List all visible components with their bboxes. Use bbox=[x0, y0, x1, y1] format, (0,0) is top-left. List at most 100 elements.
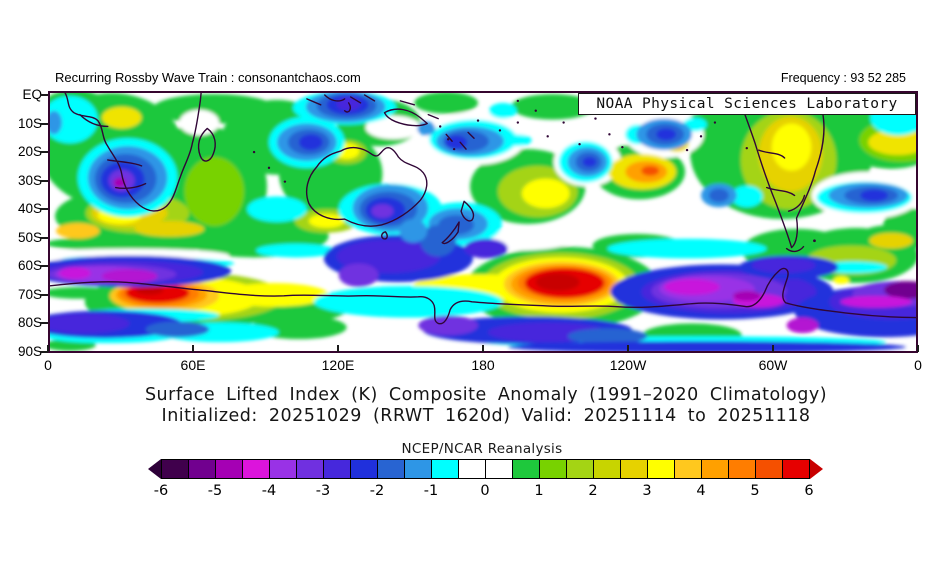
lat-tick bbox=[40, 322, 48, 325]
colorbar-cell bbox=[620, 459, 648, 479]
colorbar-cell bbox=[728, 459, 756, 479]
antarctica-coastline bbox=[50, 267, 916, 325]
noaa-psl-watermark-label: NOAA Physical Sciences Laboratory bbox=[596, 96, 898, 112]
africa-coastline bbox=[64, 93, 202, 212]
lat-label: 40S bbox=[17, 201, 42, 217]
colorbar-cell bbox=[350, 459, 378, 479]
lat-label: EQ bbox=[22, 87, 42, 102]
colorbar bbox=[148, 459, 823, 479]
lon-label: 120W bbox=[609, 357, 647, 373]
strong-positive-anomaly-regions bbox=[55, 106, 916, 317]
noaa-psl-watermark-box: NOAA Physical Sciences Laboratory bbox=[578, 93, 916, 115]
australia-coastline bbox=[305, 146, 428, 227]
colorbar-cell bbox=[782, 459, 810, 479]
madagascar-coastline bbox=[197, 127, 216, 162]
colorbar-cell bbox=[755, 459, 783, 479]
colorbar-source-label: NCEP/NCAR Reanalysis bbox=[401, 441, 563, 457]
lon-label: 0 bbox=[44, 357, 52, 373]
colorbar-tick-label: 4 bbox=[696, 483, 706, 499]
colorbar-tick-label: -3 bbox=[315, 483, 331, 499]
lon-label: 0 bbox=[914, 357, 922, 373]
tasmania-coastline bbox=[381, 231, 388, 240]
colorbar-cells bbox=[161, 459, 810, 479]
lon-label: 60E bbox=[180, 357, 206, 373]
lat-label: 90S bbox=[17, 343, 42, 359]
lat-tick bbox=[40, 265, 48, 268]
colorbar-tick-label: -5 bbox=[207, 483, 223, 499]
anomaly-field bbox=[50, 93, 916, 351]
colorbar-cell bbox=[674, 459, 702, 479]
colorbar-cell bbox=[404, 459, 432, 479]
lon-tick bbox=[627, 345, 629, 352]
colorbar-tick-label: 5 bbox=[750, 483, 760, 499]
lon-tick bbox=[917, 345, 919, 352]
colorbar-cell bbox=[323, 459, 351, 479]
lat-tick bbox=[40, 350, 48, 353]
colorbar-cell bbox=[701, 459, 729, 479]
lat-tick bbox=[40, 208, 48, 211]
south-america-coastline bbox=[736, 93, 825, 249]
lon-label: 180 bbox=[471, 357, 495, 373]
new-zealand-coastline bbox=[441, 200, 475, 245]
colorbar-cell bbox=[161, 459, 189, 479]
lat-label: 80S bbox=[17, 315, 42, 331]
colorbar-cell bbox=[539, 459, 567, 479]
plot-title: Surface Lifted Index (K) Composite Anoma… bbox=[144, 385, 828, 405]
colorbar-cell bbox=[242, 459, 270, 479]
lat-tick bbox=[40, 293, 48, 296]
coastlines bbox=[50, 93, 916, 325]
lon-tick bbox=[482, 345, 484, 352]
colorbar-right-arrow-icon bbox=[810, 459, 823, 479]
map-frame bbox=[48, 91, 918, 353]
colorbar-tick-label: -1 bbox=[423, 483, 439, 499]
lat-tick bbox=[40, 94, 48, 96]
lon-tick bbox=[192, 345, 194, 352]
lon-tick bbox=[337, 345, 339, 352]
colorbar-tick-labels: -6 -5 -4 -3 -2 -1 0 1 2 3 4 5 6 bbox=[148, 483, 838, 501]
colorbar-tick-label: 1 bbox=[534, 483, 544, 499]
lat-tick bbox=[40, 179, 48, 182]
indonesia-coastline bbox=[306, 94, 376, 113]
colorbar-cell bbox=[566, 459, 594, 479]
lon-label: 120E bbox=[321, 357, 355, 373]
lat-label: 30S bbox=[17, 172, 42, 188]
colorbar-tick-label: 2 bbox=[588, 483, 598, 499]
lat-tick bbox=[40, 236, 48, 239]
lat-tick bbox=[40, 151, 48, 154]
colorbar-tick-label: 0 bbox=[480, 483, 490, 499]
colorbar-cell bbox=[188, 459, 216, 479]
negative-anomaly-blue-purple-regions bbox=[50, 93, 916, 351]
lat-label: 20S bbox=[17, 144, 42, 160]
colorbar-tick-label: -4 bbox=[261, 483, 277, 499]
colorbar-cell bbox=[269, 459, 297, 479]
colorbar-cell bbox=[377, 459, 405, 479]
lat-label: 60S bbox=[17, 258, 42, 274]
lat-tick bbox=[40, 122, 48, 125]
lat-label: 50S bbox=[17, 229, 42, 245]
anomaly-map-svg bbox=[50, 93, 916, 351]
lat-label: 70S bbox=[17, 286, 42, 302]
colorbar-tick-label: 3 bbox=[642, 483, 652, 499]
new-guinea-coastline bbox=[383, 100, 439, 127]
island-specks bbox=[252, 99, 816, 243]
lon-tick bbox=[47, 345, 49, 352]
frequency-caption: Frequency : 93 52 285 bbox=[780, 71, 906, 85]
colorbar-cell bbox=[458, 459, 486, 479]
lon-label: 60W bbox=[758, 357, 788, 373]
colorbar-cell bbox=[647, 459, 675, 479]
colorbar-tick-label: -2 bbox=[369, 483, 385, 499]
colorbar-cell bbox=[215, 459, 243, 479]
colorbar-left-arrow-icon bbox=[148, 459, 161, 479]
plot-source-caption: Recurring Rossby Wave Train : consonantc… bbox=[55, 70, 361, 85]
colorbar-tick-label: 6 bbox=[804, 483, 814, 499]
colorbar-cell bbox=[431, 459, 459, 479]
colorbar-cell bbox=[296, 459, 324, 479]
colorbar-tick-label: -6 bbox=[153, 483, 169, 499]
plot-subtitle: Initialized: 20251029 (RRWT 1620d) Valid… bbox=[161, 406, 811, 426]
colorbar-cell bbox=[593, 459, 621, 479]
colorbar-cell bbox=[512, 459, 540, 479]
colorbar-cell bbox=[485, 459, 513, 479]
lon-tick bbox=[772, 345, 774, 352]
lat-label: 10S bbox=[17, 115, 42, 131]
